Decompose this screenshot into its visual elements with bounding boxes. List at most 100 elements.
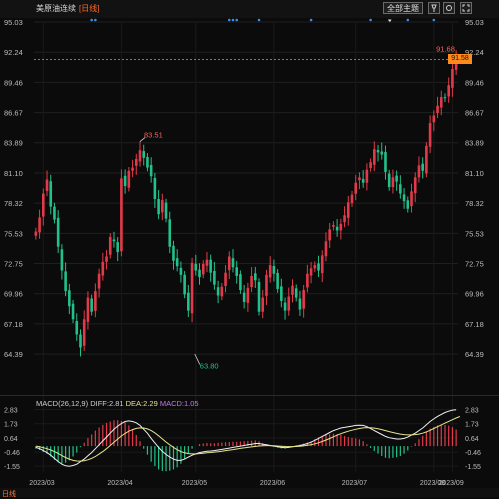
candle-body [402,194,406,202]
main-chart-dropdown[interactable]: 全部主题▾ [383,2,423,25]
time-tick-label: 2023/09 [438,480,463,487]
candle-body [153,177,157,199]
event-marker-icon [309,18,313,22]
candle-body [49,181,53,207]
high-pointer [139,137,146,142]
period-tag[interactable]: [日线] [79,4,100,13]
price-tick-left: 64.39 [4,350,23,359]
price-tick-left: 83.89 [4,139,23,148]
event-marker-icon [235,18,239,22]
event-marker-icon [369,18,372,22]
candle-body [410,191,413,207]
event-marker-icon [231,18,235,22]
candle-body [142,151,146,158]
candle-body [164,202,168,219]
macd-tick-left: -0.46 [4,450,20,457]
period-tab[interactable]: 日线 [2,491,16,498]
event-marker-icon [257,18,261,22]
candle-body [131,167,134,171]
low-pointer [194,353,201,365]
candle-body [64,271,67,292]
candle-body [436,105,439,113]
price-tick-right: 95.03 [465,18,484,27]
candle-body [335,226,339,231]
price-tick-left: 67.18 [4,320,23,329]
event-marker-icon [432,18,436,22]
candle-body [82,319,86,346]
price-tick-right: 64.39 [465,350,484,359]
macd-tick-left: 1.73 [4,422,18,429]
candle-body [201,264,205,275]
candle-body [447,85,451,97]
candle-body [123,175,127,186]
candle-body [246,287,250,303]
last-high-annotation: 91.68 [436,45,455,54]
event-marker-icon [227,18,231,22]
candle-body [41,193,45,217]
event-marker-icon [94,18,97,22]
candle-body [384,151,387,172]
macd-value: MACD:1.05 [159,399,199,408]
time-tick-label: 2023/04 [107,480,132,487]
candle-body [287,296,291,311]
candle-body [421,163,424,171]
main-chart-label: 全部主题 [387,4,419,13]
candle-body [328,229,331,241]
candle-body [250,275,253,288]
candle-body [413,177,417,194]
candle-body [224,272,227,286]
price-tick-right: 78.32 [465,199,484,208]
candle-body [451,68,454,88]
macd-legend: MACD(26,12,9) DIFF:2.81 DEA:2.29 MACD:1.… [36,399,199,408]
price-tick-left: 81.10 [4,169,23,178]
candle-body [280,286,283,301]
candle-body [190,262,194,314]
low-annotation: 63.80 [200,361,219,370]
price-tick-left: 86.67 [4,109,23,118]
candle-body [387,173,391,188]
settings-icon[interactable] [443,2,455,14]
candle-body [376,150,380,153]
candle-body [194,263,198,271]
price-tick-right: 75.53 [465,229,484,238]
macd-dea: DEA:2.29 [125,399,158,408]
candle-body [101,261,105,276]
current-price-badge: 91.58 [448,54,472,65]
candle-body [45,179,49,191]
candle-body [309,268,313,276]
candle-body [332,225,335,227]
price-tick-right: 67.18 [465,320,484,329]
candle-body [79,334,82,348]
candle-body [358,177,361,181]
bottom-bar: 日线 [0,488,499,498]
diff-line [35,409,457,467]
candle-body [294,288,298,298]
candle-body [428,123,432,147]
price-tick-right: 92.24 [465,48,484,57]
macd-tick-right: -1.55 [465,464,481,471]
candle-body [395,175,398,182]
candle-body [161,200,164,213]
candle-body [97,273,101,289]
instrument-name: 美原油连续 [36,4,76,13]
candle-body [432,115,436,123]
price-tick-right: 72.75 [465,259,484,268]
price-tick-right: 89.46 [465,78,484,87]
candle-body [134,158,138,166]
candle-body [209,259,212,273]
candle-body [261,297,265,312]
candle-body [268,265,272,278]
candle-body [320,255,324,274]
candle-body [343,215,346,223]
candle-body [56,217,60,247]
candle-body [108,236,112,255]
macd-tick-right: 1.73 [465,422,479,429]
candle-body [425,145,428,174]
pin-icon[interactable] [428,2,440,14]
macd-diff: DIFF:2.81 [90,399,124,408]
candle-body [34,231,38,236]
candle-body [175,258,179,267]
expand-icon[interactable] [460,2,472,14]
candle-body [216,287,220,296]
